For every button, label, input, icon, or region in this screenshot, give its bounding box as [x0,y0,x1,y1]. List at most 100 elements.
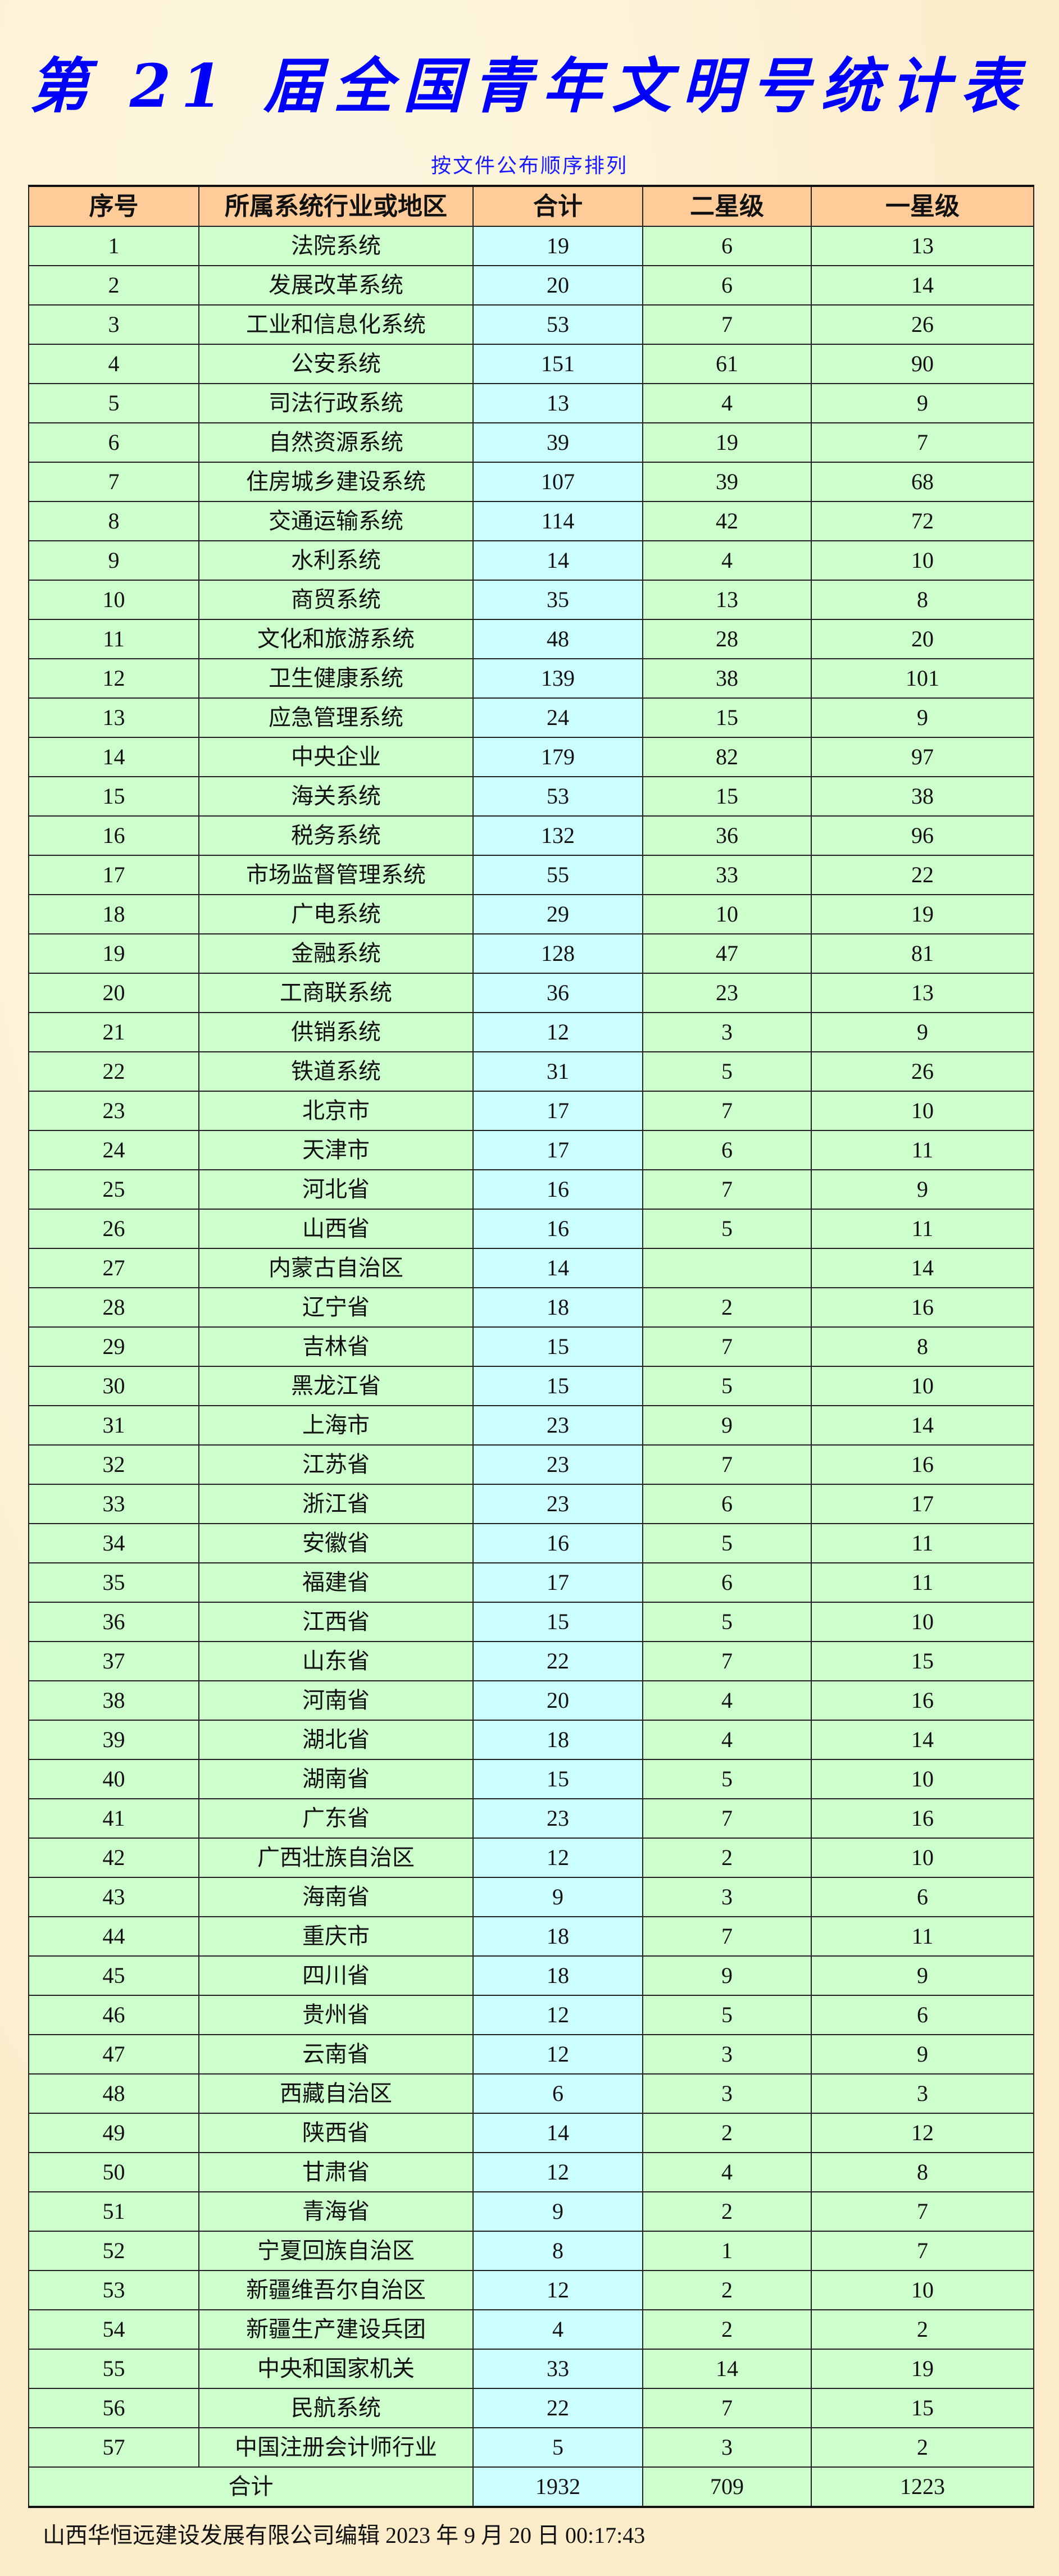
table-row: 3 工业和信息化系统 53 7 26 [28,304,1034,345]
cell-two-star: 39 [642,462,812,502]
cell-one-star: 10 [811,1838,1034,1878]
cell-total: 15 [472,1366,643,1406]
cell-total: 132 [472,815,643,856]
table-row: 6 自然资源系统 39 19 7 [28,422,1034,463]
cell-system: 吉林省 [198,1326,474,1367]
cell-one-star: 26 [811,1051,1034,1092]
cell-two-star: 1 [642,2231,812,2271]
cell-total: 18 [472,1287,643,1328]
cell-one-star: 10 [811,1091,1034,1131]
table-row: 12 卫生健康系统 139 38 101 [28,658,1034,699]
cell-two-star: 13 [642,580,812,620]
cell-index: 21 [28,1012,199,1052]
table-row: 32 江苏省 23 7 16 [28,1444,1034,1485]
cell-two-star: 47 [642,933,812,974]
cell-one-star: 10 [811,2270,1034,2310]
cell-index: 7 [28,462,199,502]
cell-index: 17 [28,855,199,895]
cell-two-star: 23 [642,973,812,1013]
cell-two-star: 82 [642,737,812,777]
table-row: 52 宁夏回族自治区 8 1 7 [28,2231,1034,2271]
cell-system: 山西省 [198,1209,474,1249]
cell-one-star: 12 [811,2113,1034,2153]
cell-total: 17 [472,1562,643,1603]
cell-index: 26 [28,1209,199,1249]
cell-system: 山东省 [198,1641,474,1681]
table-row: 38 河南省 20 4 16 [28,1680,1034,1721]
cell-system: 江西省 [198,1602,474,1642]
cell-one-star: 8 [811,580,1034,620]
summary-one-star: 1223 [811,2466,1034,2508]
cell-system: 四川省 [198,1955,474,1996]
cell-index: 48 [28,2073,199,2114]
cell-one-star: 7 [811,422,1034,463]
cell-system: 法院系统 [198,226,474,266]
cell-total: 12 [472,1995,643,2035]
cell-one-star: 9 [811,383,1034,423]
cell-total: 179 [472,737,643,777]
cell-system: 黑龙江省 [198,1366,474,1406]
cell-total: 9 [472,2191,643,2232]
cell-index: 23 [28,1091,199,1131]
cell-index: 34 [28,1523,199,1563]
table-row: 13 应急管理系统 24 15 9 [28,697,1034,738]
cell-index: 15 [28,776,199,817]
cell-one-star: 19 [811,2349,1034,2389]
cell-two-star: 2 [642,1838,812,1878]
cell-one-star: 72 [811,501,1034,541]
table-row: 23 北京市 17 7 10 [28,1091,1034,1131]
cell-total: 20 [472,1680,643,1721]
cell-system: 铁道系统 [198,1051,474,1092]
table-row: 42 广西壮族自治区 12 2 10 [28,1838,1034,1878]
cell-two-star: 9 [642,1955,812,1996]
summary-two-star: 709 [642,2466,812,2508]
cell-two-star: 5 [642,1995,812,2035]
cell-index: 42 [28,1838,199,1878]
cell-two-star: 7 [642,1091,812,1131]
cell-total: 17 [472,1091,643,1131]
cell-two-star [642,1248,812,1288]
table-row: 51 青海省 9 2 7 [28,2191,1034,2232]
cell-two-star: 2 [642,2309,812,2350]
cell-index: 36 [28,1602,199,1642]
cell-one-star: 15 [811,2388,1034,2428]
cell-total: 23 [472,1405,643,1446]
cell-index: 51 [28,2191,199,2232]
table-row: 2 发展改革系统 20 6 14 [28,265,1034,306]
cell-total: 14 [472,1248,643,1288]
cell-total: 107 [472,462,643,502]
table-row: 10 商贸系统 35 13 8 [28,580,1034,620]
table-row: 26 山西省 16 5 11 [28,1209,1034,1249]
table-row: 46 贵州省 12 5 6 [28,1995,1034,2035]
cell-one-star: 26 [811,304,1034,345]
cell-index: 12 [28,658,199,699]
cell-index: 33 [28,1484,199,1524]
cell-index: 40 [28,1759,199,1799]
cell-system: 金融系统 [198,933,474,974]
cell-index: 9 [28,540,199,581]
cell-two-star: 9 [642,1405,812,1446]
cell-two-star: 3 [642,2034,812,2075]
cell-system: 宁夏回族自治区 [198,2231,474,2271]
cell-one-star: 97 [811,737,1034,777]
cell-one-star: 8 [811,2152,1034,2192]
cell-index: 37 [28,1641,199,1681]
cell-index: 46 [28,1995,199,2035]
cell-system: 北京市 [198,1091,474,1131]
cell-total: 23 [472,1484,643,1524]
cell-two-star: 7 [642,304,812,345]
footer-credit: 山西华恒远建设发展有限公司编辑 2023 年 9 月 20 日 00:17:43 [43,2523,646,2548]
table-row: 18 广电系统 29 10 19 [28,894,1034,934]
cell-two-star: 15 [642,697,812,738]
cell-two-star: 19 [642,422,812,463]
cell-total: 14 [472,2113,643,2153]
cell-one-star: 16 [811,1798,1034,1839]
cell-one-star: 9 [811,1169,1034,1210]
cell-two-star: 4 [642,2152,812,2192]
cell-total: 33 [472,2349,643,2389]
cell-two-star: 3 [642,2073,812,2114]
cell-total: 18 [472,1955,643,1996]
cell-index: 47 [28,2034,199,2075]
cell-total: 17 [472,1130,643,1170]
table-row: 40 湖南省 15 5 10 [28,1759,1034,1799]
